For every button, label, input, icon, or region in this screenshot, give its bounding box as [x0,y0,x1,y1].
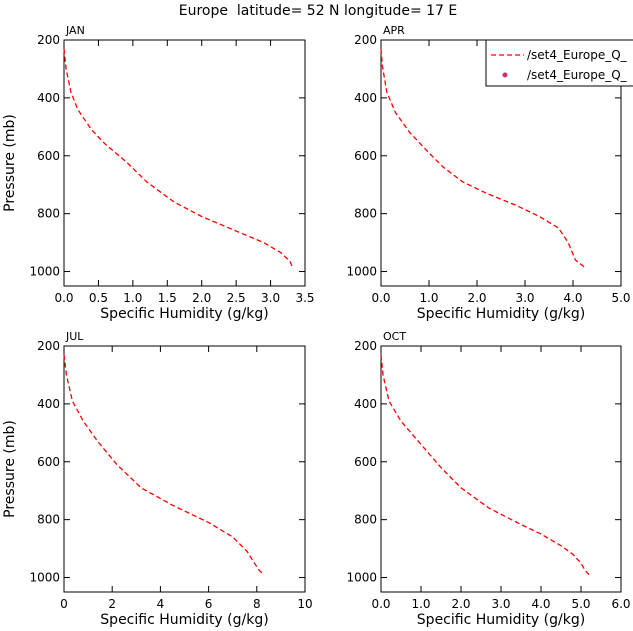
x-tick-label: 5.0 [611,291,630,305]
y-tick-label: 600 [354,455,377,469]
x-tick-label: 6.0 [611,597,630,611]
series-line [380,354,590,576]
panel-oct: 0.0 1.0 2.0 3.0 4.0 5.0 6.0 200 400 600 800 1000 OCT… [346,330,630,628]
x-tick-label: 0.0 [54,291,73,305]
y-axis-label: Pressure (mb) [2,114,18,212]
series-line [63,354,265,576]
y-tick-label: 400 [37,397,60,411]
y-tick-label: 400 [354,397,377,411]
x-tick-label: 6 [205,597,213,611]
y-tick-label: 200 [37,339,60,353]
x-tick-label: 4.0 [531,597,550,611]
x-tick-label: 0 [60,597,68,611]
y-tick-label: 1000 [29,265,60,279]
x-tick-label: 2.0 [467,291,486,305]
panel-apr: 0.0 1.0 2.0 3.0 4.0 5.0 200 400 600 800 1000 APR Spe… [346,24,630,322]
y-tick-label: 400 [37,91,60,105]
x-tick-label: 0.0 [371,291,390,305]
x-tick-label: 0.5 [89,291,108,305]
x-tick-label: 3.0 [491,597,510,611]
x-tick-label: 1.0 [419,291,438,305]
x-tick-label: 5.0 [571,597,590,611]
x-axis-label: Specific Humidity (g/kg) [417,306,585,322]
y-tick-label: 800 [37,513,60,527]
legend-label: /set4_Europe_Q_ [527,68,628,82]
y-tick-label: 400 [354,91,377,105]
plot-frame [380,345,622,593]
y-tick-label: 1000 [346,571,377,585]
series-line [380,48,587,270]
panels: 0.0 0.5 1.0 1.5 2.0 2.5 3.0 3.52004006008001000… [2,24,631,628]
y-tick-label: 800 [354,513,377,527]
y-tick-label: 1000 [29,571,60,585]
x-tick-label: 3.0 [261,291,280,305]
x-tick-label: 4.0 [563,291,582,305]
legend-marker-sample [502,72,508,78]
y-tick-label: 1000 [346,265,377,279]
panel-jan: 0.0 0.5 1.0 1.5 2.0 2.5 3.0 3.5 200 400 600 800 1000… [2,24,315,322]
y-tick-label: 600 [37,149,60,163]
plot-frame [63,345,306,593]
panel-title: OCT [383,330,406,343]
legend-label: /set4_Europe_Q_ [527,48,628,62]
x-axis-label: Specific Humidity (g/kg) [100,612,268,628]
y-tick-label: 800 [354,207,377,221]
panel-title: JUL [65,330,84,343]
y-tick-label: 200 [354,339,377,353]
series-line [63,48,294,269]
panel-title: JAN [65,24,85,37]
y-tick-label: 800 [37,207,60,221]
x-axis-label: Specific Humidity (g/kg) [100,306,268,322]
y-tick-label: 200 [354,33,377,47]
x-tick-label: 1.0 [411,597,430,611]
x-tick-label: 3.0 [515,291,534,305]
y-axis-label: Pressure (mb) [2,420,18,518]
y-tick-label: 200 [37,33,60,47]
x-tick-label: 4 [157,597,165,611]
y-tick-label: 600 [354,149,377,163]
figure-title: Europe latitude= 52 N longitude= 17 E [179,3,457,19]
legend: /set4_Europe_Q_ /set4_Europe_Q_ [485,39,633,87]
legend-box [485,39,633,87]
x-tick-label: 1.0 [123,291,142,305]
x-tick-label: 2.0 [451,597,470,611]
x-tick-label: 10 [297,597,312,611]
x-tick-label: 2 [108,597,116,611]
x-tick-label: 0.0 [371,597,390,611]
panel-title: APR [383,24,405,37]
plot-frame [63,39,306,287]
x-axis-label: Specific Humidity (g/kg) [417,612,585,628]
x-tick-label: 2.5 [227,291,246,305]
x-tick-label: 8 [253,597,261,611]
x-tick-label: 1.5 [158,291,177,305]
x-tick-label: 2.0 [192,291,211,305]
panel-jul: 0 2 4 6 8 10 200 400 600 800 1000 JUL Specific Humid… [2,330,313,628]
x-tick-label: 3.5 [295,291,314,305]
y-tick-label: 600 [37,455,60,469]
